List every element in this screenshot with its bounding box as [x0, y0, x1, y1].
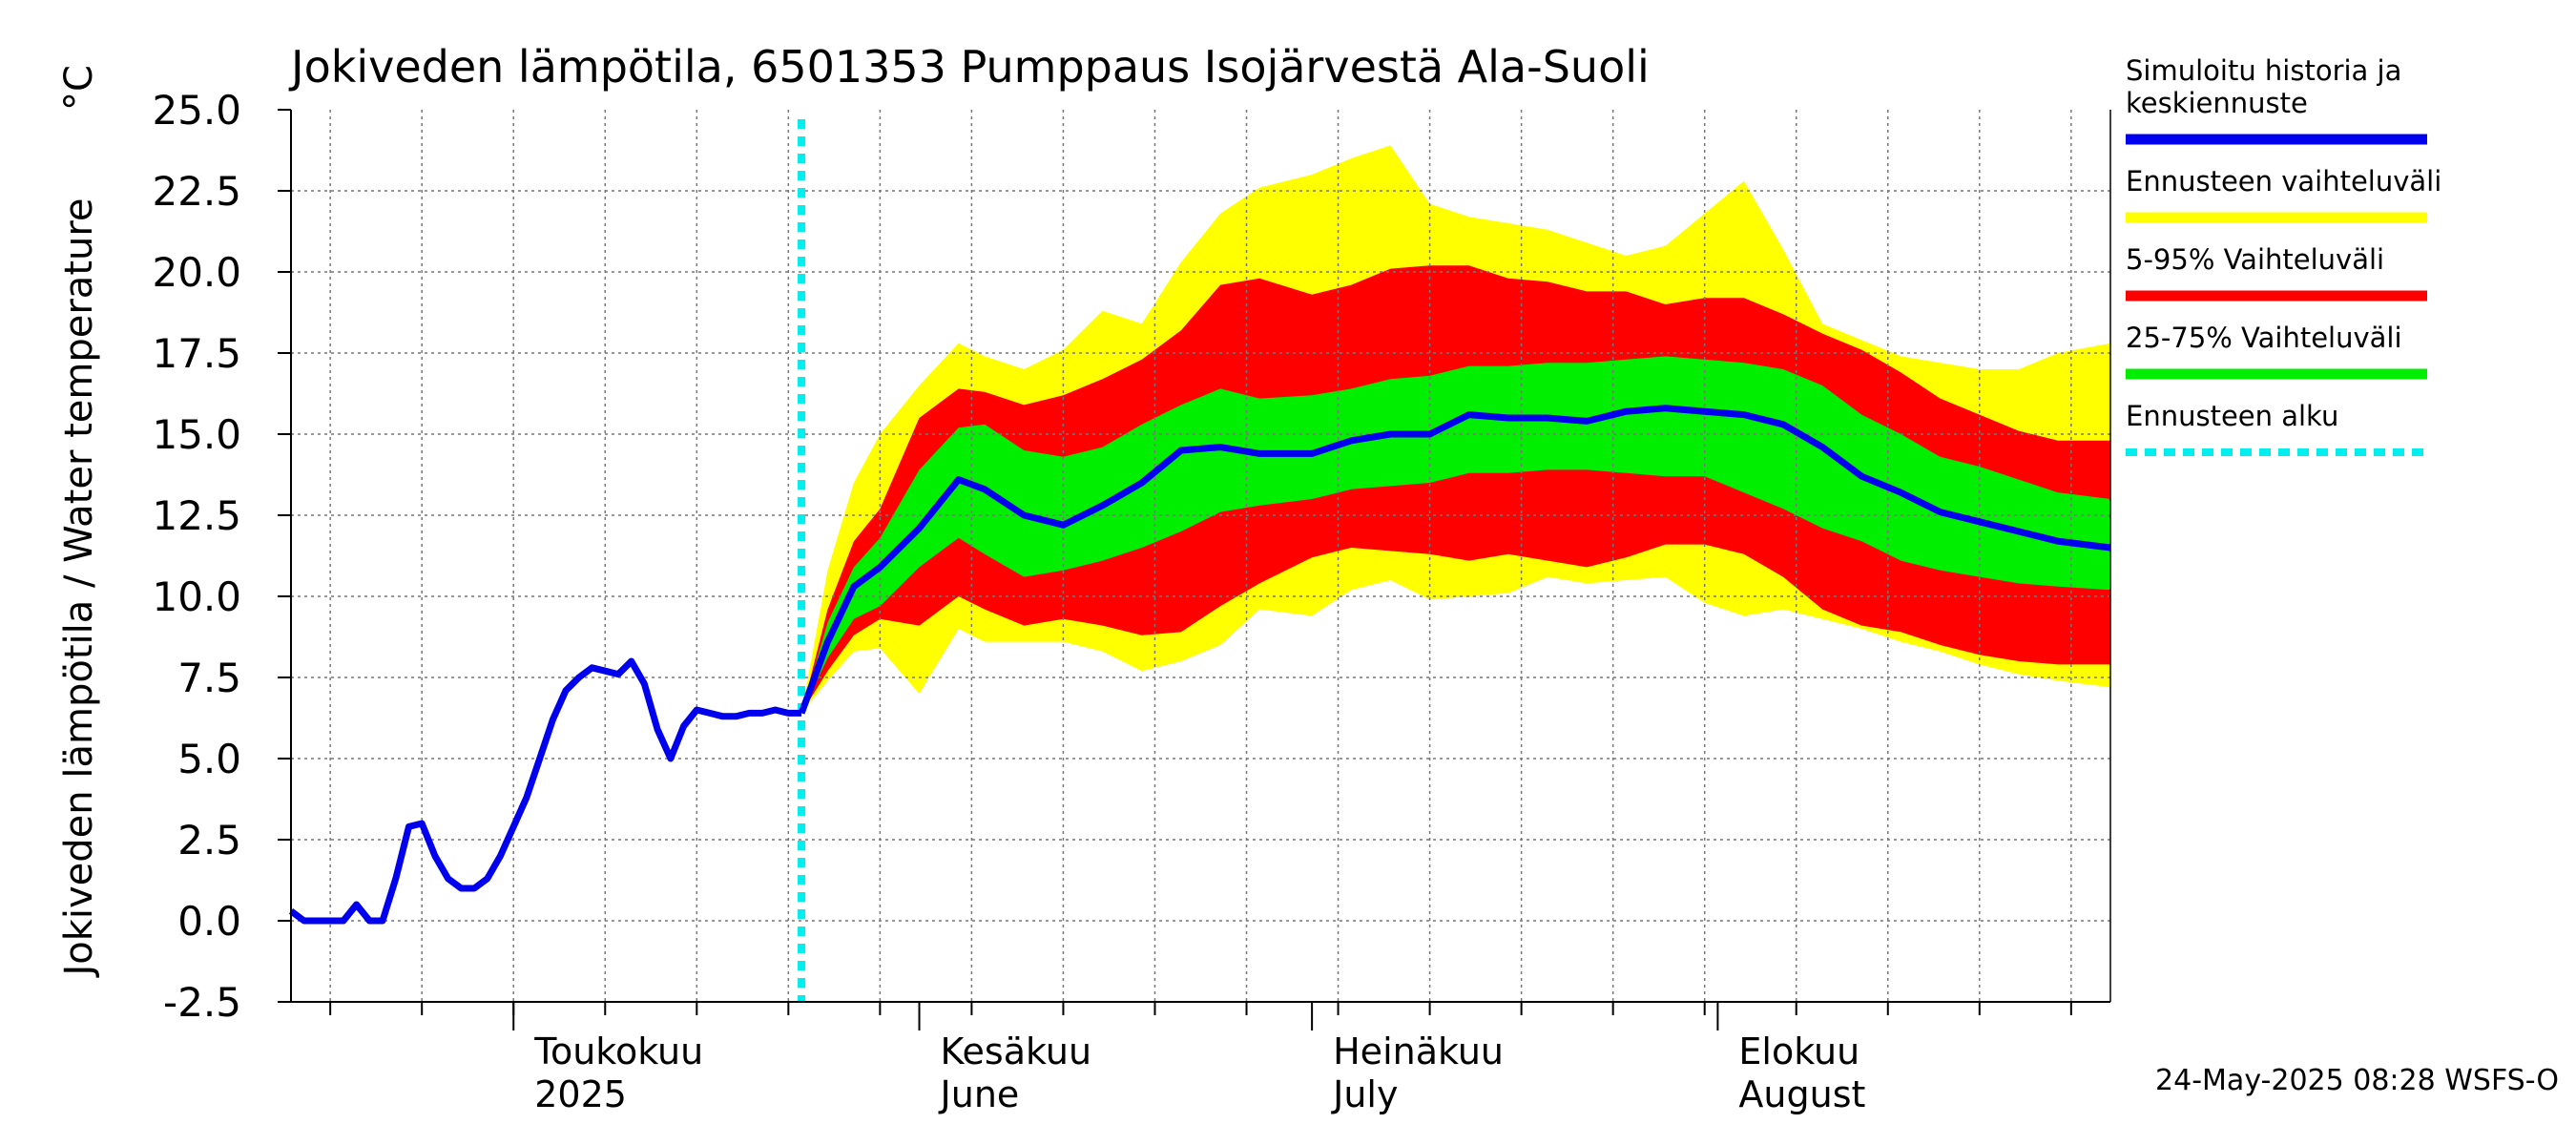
y-tick-label: 12.5 [152, 492, 241, 539]
history-line [288, 657, 802, 925]
y-tick-label: 7.5 [177, 655, 241, 701]
band-25-75 [801, 356, 2110, 714]
plot-frame [290, 110, 2111, 1003]
y-tick-label: 2.5 [177, 817, 241, 864]
legend-label: 5-95% Vaihteluväli [2126, 243, 2384, 276]
y-tick-label: 20.0 [152, 249, 241, 296]
y-tick-label: 22.5 [152, 168, 241, 215]
month-label: Toukokuu [533, 1030, 703, 1072]
y-tick-label: 25.0 [152, 87, 241, 134]
forecast-bands [801, 145, 2110, 714]
month-sublabel: June [939, 1073, 1020, 1115]
y-axis-unit: °C [57, 65, 101, 111]
median-forecast-line [798, 405, 2111, 715]
month-sublabel: August [1738, 1073, 1865, 1115]
y-axis-label: Jokiveden lämpötila / Water temperature [57, 198, 101, 978]
chart-title: Jokiveden lämpötila, 6501353 Pumppaus Is… [288, 41, 1650, 93]
month-sublabel: 2025 [534, 1073, 627, 1115]
y-tick-label: -2.5 [163, 979, 241, 1026]
y-axis-ticks: 25.0 22.5 20.0 17.5 15.0 12.5 10.0 7.5 5.0 2.5 0.0… [152, 87, 291, 1026]
month-sublabel: July [1331, 1073, 1398, 1115]
legend-label: Ennusteen vaihteluväli [2126, 165, 2441, 198]
footer-timestamp: 24-May-2025 08:28 WSFS-O [2155, 1064, 2559, 1097]
legend-label: Ennusteen alku [2126, 400, 2338, 432]
y-tick-label: 15.0 [152, 411, 241, 458]
legend-label: Simuloitu historia ja [2126, 54, 2401, 87]
month-label: Kesäkuu [941, 1030, 1092, 1072]
y-tick-label: 17.5 [152, 330, 241, 377]
y-tick-label: 0.0 [177, 898, 241, 945]
grid [291, 110, 2110, 1002]
series-lines [288, 119, 2111, 1002]
legend-label: 25-75% Vaihteluväli [2126, 322, 2402, 354]
legend-label: keskiennuste [2126, 87, 2308, 119]
month-label: Elokuu [1738, 1030, 1859, 1072]
month-label: Heinäkuu [1333, 1030, 1504, 1072]
y-tick-label: 5.0 [177, 736, 241, 782]
y-tick-label: 10.0 [152, 573, 241, 620]
x-axis-ticks [329, 1002, 2072, 1015]
